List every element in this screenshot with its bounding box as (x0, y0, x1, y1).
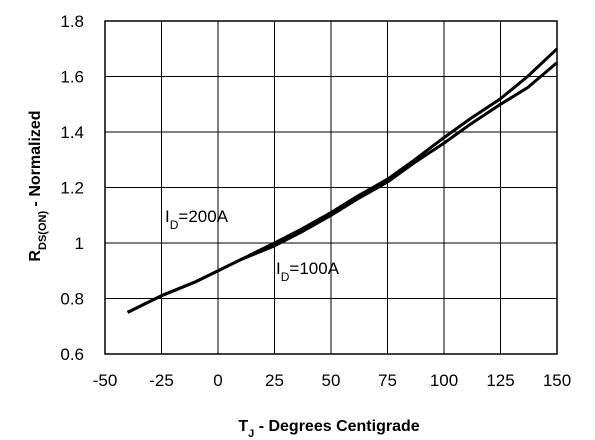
y-axis-label: RDS(ON) - Normalized (27, 110, 49, 261)
x-tick-label: 50 (322, 371, 341, 390)
x-tick-label: 125 (486, 371, 514, 390)
x-tick-label: 25 (265, 371, 284, 390)
y-tick-label: 1 (75, 234, 84, 253)
y-tick-label: 0.6 (60, 345, 84, 364)
annotation-id-100a: ID=100A (276, 259, 340, 284)
y-tick-label: 1.8 (60, 12, 84, 31)
y-tick-label: 1.4 (60, 123, 84, 142)
y-tick-labels: 0.6 0.8 1 1.2 1.4 1.6 1.8 (60, 12, 84, 364)
x-tick-label: -25 (149, 371, 174, 390)
x-tick-label: 0 (213, 371, 222, 390)
y-tick-label: 0.8 (60, 290, 84, 309)
y-tick-label: 1.2 (60, 179, 84, 198)
x-axis-label: TJ - Degrees Centigrade (238, 418, 419, 440)
plot-frame (104, 20, 558, 355)
x-tick-label: 75 (378, 371, 397, 390)
x-tick-label: 100 (430, 371, 458, 390)
series-group (126, 47, 559, 314)
series-line-200a (126, 47, 559, 314)
x-tick-label: 150 (543, 371, 571, 390)
x-tick-label: -50 (93, 371, 118, 390)
annotation-id-200a: ID=200A (165, 207, 229, 232)
grid (104, 20, 558, 355)
series-line-100a (126, 61, 558, 314)
x-tick-labels: -50 -25 0 25 50 75 100 125 150 (93, 371, 571, 390)
y-tick-label: 1.6 (60, 68, 84, 87)
